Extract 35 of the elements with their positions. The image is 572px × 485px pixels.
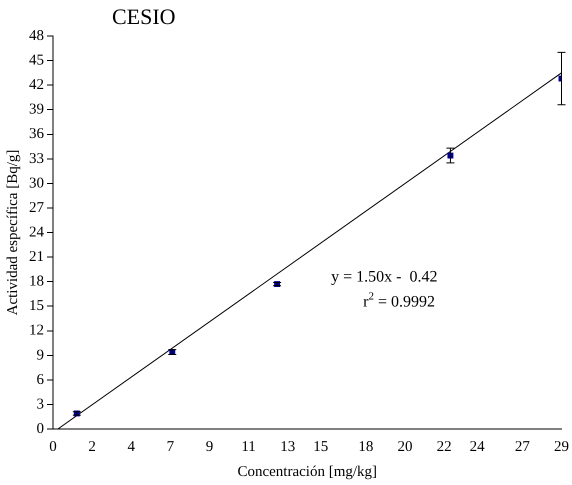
y-tick-label: 6 [36,372,44,388]
y-tick-label: 36 [29,126,44,142]
y-axis-title: Actividad específica [Bq/g] [4,150,21,316]
x-tick-label: 13 [280,438,296,455]
x-tick-label: 0 [49,438,57,455]
y-tick-label: 24 [29,224,44,240]
y-tick-label: 42 [29,77,44,94]
x-tick-label: 27 [514,438,530,455]
x-tick-label: 9 [206,438,214,455]
x-tick-label: 4 [127,438,136,455]
y-tick-label: 33 [29,150,44,167]
y-tick-label: 27 [29,200,44,216]
y-tick-label: 3 [36,396,44,412]
annotation: y = 1.50x - 0.42 [331,268,438,286]
x-tick-label: 2 [88,438,96,455]
x-tick-label: 15 [313,438,328,455]
y-tick-label: 48 [29,28,44,44]
x-tick-label: 22 [436,438,452,455]
x-tick-label: 18 [358,438,374,455]
y-tick-label: 9 [36,347,44,364]
x-tick-label: 29 [554,438,569,455]
y-tick-label: 15 [29,298,44,314]
y-tick-label: 12 [29,322,44,339]
y-tick-label: 0 [36,420,44,437]
chart-title: CESIO [112,4,176,30]
y-tick-label: 18 [29,274,44,290]
x-axis-title: Concentración [mg/kg] [237,464,378,480]
x-tick-label: 20 [398,438,413,455]
y-tick-label: 45 [29,52,44,68]
y-tick-label: 30 [29,175,44,192]
x-tick-label: 11 [241,438,256,455]
x-tick-label: 24 [470,438,486,455]
y-tick-label: 39 [29,102,44,118]
y-tick-label: 21 [29,249,44,265]
x-tick-label: 7 [166,438,175,455]
